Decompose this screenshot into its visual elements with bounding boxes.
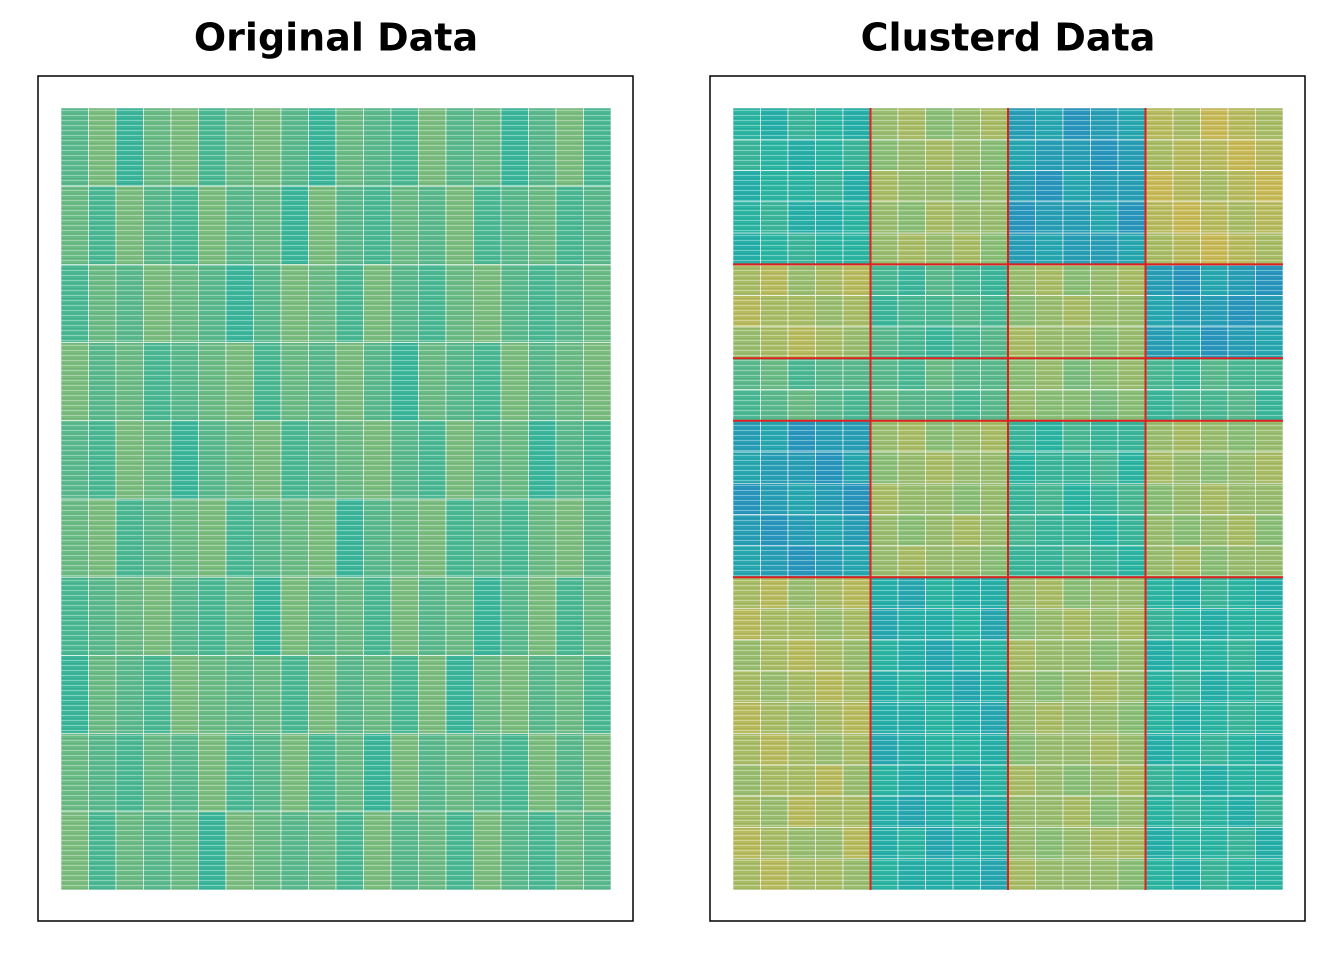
panel-title: Clusterd Data <box>861 16 1156 60</box>
panel-frame <box>709 75 1306 922</box>
panel-title: Original Data <box>194 16 478 60</box>
texture <box>61 108 611 890</box>
panel-frame <box>37 75 634 922</box>
